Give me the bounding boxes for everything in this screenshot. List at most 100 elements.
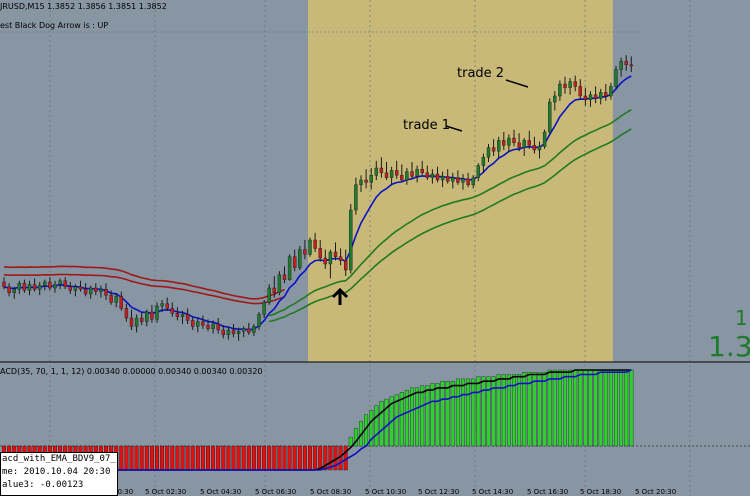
osc-bar-negative <box>267 445 272 471</box>
candle-bull <box>369 174 373 183</box>
osc-bar-positive <box>394 394 399 447</box>
candle-bull <box>88 287 93 295</box>
candle-bear <box>2 281 6 287</box>
candle-bull <box>440 176 445 181</box>
ema-slow-green-1 <box>268 109 632 317</box>
candle-bear <box>527 140 531 146</box>
candle-bear <box>94 287 98 292</box>
candle-bear <box>32 284 37 290</box>
osc-bar-positive <box>353 427 358 447</box>
candle-bear <box>83 289 88 295</box>
candle-bear <box>517 142 521 148</box>
candle-bear <box>379 167 384 173</box>
osc-bar-negative <box>328 445 333 471</box>
osc-bar-negative <box>160 445 165 471</box>
candle-bull <box>53 284 57 289</box>
osc-bar-positive <box>496 374 501 447</box>
candle-bear <box>119 296 124 309</box>
candle-bear <box>502 140 506 146</box>
osc-bar-negative <box>185 445 190 471</box>
osc-bar-positive <box>461 378 465 447</box>
candle-bull <box>553 95 557 103</box>
candle-bull <box>99 289 103 292</box>
candle-bear <box>170 308 175 314</box>
candle-bull <box>359 179 363 185</box>
trade2-label: trade 2 <box>457 66 504 81</box>
candle-bear <box>185 314 190 321</box>
candle-bull <box>160 303 164 307</box>
candle-bull <box>12 289 16 294</box>
osc-bar-positive <box>583 369 588 447</box>
trade1-pointer <box>445 125 463 132</box>
candle-bull <box>430 173 435 178</box>
moving-averages <box>3 75 632 331</box>
candle-bull <box>73 286 78 291</box>
trade2-pointer <box>505 79 529 88</box>
candle-bear <box>293 256 297 268</box>
ema-upper-red <box>3 265 285 300</box>
osc-bar-positive <box>379 401 384 447</box>
osc-bar-positive <box>598 369 603 447</box>
time-label: 5 Oct 02:30 <box>145 488 186 496</box>
candle-bear <box>78 286 83 290</box>
time-label: 5 Oct 06:30 <box>255 488 296 496</box>
osc-bar-positive <box>404 389 409 447</box>
candles <box>2 55 633 341</box>
candle-bull <box>211 323 215 329</box>
candle-bear <box>629 64 633 67</box>
candle-bull <box>568 81 572 88</box>
osc-bar-positive <box>440 381 445 447</box>
candle-bear <box>175 313 180 318</box>
osc-bar-positive <box>527 372 532 447</box>
candle-bear <box>491 147 496 152</box>
candle-bear <box>323 257 327 265</box>
candle-bear <box>583 95 588 100</box>
osc-bar-positive <box>445 381 450 447</box>
osc-bar-positive <box>369 410 374 447</box>
candle-bull <box>58 280 62 285</box>
osc-bar-positive <box>481 376 486 447</box>
osc-bar-positive <box>563 369 567 447</box>
candle-bear <box>578 86 582 97</box>
time-label: 5 Oct 18:30 <box>580 488 621 496</box>
candle-bear <box>384 172 389 178</box>
annotations: trade 1 trade 2 <box>331 66 529 305</box>
osc-bar-positive <box>399 392 404 447</box>
tooltip-line1: acd_with_EMA_BDV9_07_19 <box>2 454 118 464</box>
candle-bear <box>313 239 317 249</box>
tooltip-line3: alue3: -0.00123 <box>2 480 84 490</box>
osc-bar-positive <box>522 372 527 447</box>
osc-bar-positive <box>557 369 562 447</box>
osc-bar-negative <box>149 445 154 471</box>
candle-bear <box>318 248 322 259</box>
time-label: 5 Oct 14:30 <box>472 488 513 496</box>
candle-bull <box>481 156 486 166</box>
osc-bar-negative <box>200 445 205 471</box>
osc-bar-positive <box>573 369 578 447</box>
osc-bar-negative <box>190 445 195 471</box>
osc-bar-negative <box>175 445 180 471</box>
candle-bull <box>328 251 333 265</box>
ema-fast-blue <box>3 75 632 331</box>
osc-bar-positive <box>608 369 613 447</box>
candle-bear <box>231 329 236 334</box>
osc-bar-positive <box>491 376 496 447</box>
candle-bull <box>486 147 491 158</box>
osc-bar-positive <box>415 387 420 447</box>
candle-bear <box>190 320 195 327</box>
candle-bear <box>216 323 220 331</box>
osc-bar-negative <box>221 445 226 471</box>
indicator-tooltip: acd_with_EMA_BDV9_07_19 me: 2010.10.04 2… <box>0 452 118 496</box>
candle-bear <box>532 144 537 151</box>
candle-bull <box>542 131 547 147</box>
osc-bar-positive <box>629 369 634 447</box>
osc-bar-positive <box>532 372 537 447</box>
candle-bull <box>405 171 409 181</box>
candle-bull <box>451 177 455 182</box>
osc-bar-negative <box>262 445 267 471</box>
candle-bear <box>63 280 67 287</box>
candle-bull <box>287 256 292 280</box>
candle-bull <box>241 328 246 332</box>
osc-bar-positive <box>506 374 511 447</box>
